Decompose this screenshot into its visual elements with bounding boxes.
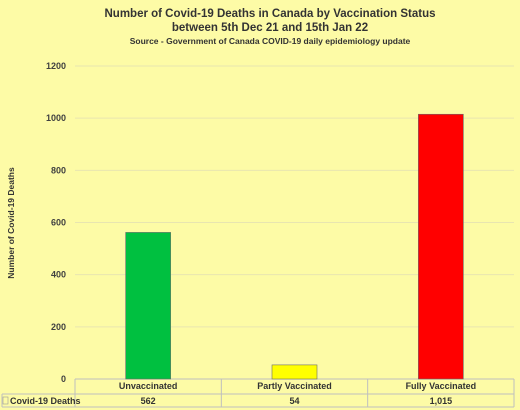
bar-unvaccinated [125, 232, 171, 380]
legend-key [2, 396, 9, 405]
category-label: Unvaccinated [119, 381, 178, 391]
chart-title: Number of Covid-19 Deaths in Canada by V… [104, 8, 435, 20]
series-name: Covid-19 Deaths [10, 396, 81, 406]
data-table-value: 562 [141, 396, 156, 406]
y-tick-label: 1200 [46, 61, 66, 71]
category-label: Partly Vaccinated [257, 381, 332, 391]
data-table-value: 54 [289, 396, 299, 406]
data-table-value: 1,015 [430, 396, 453, 406]
bar-fully-vaccinated [418, 113, 464, 380]
chart-subtitle: between 5th Dec 21 and 15th Jan 22 [172, 22, 368, 34]
y-tick-label: 400 [51, 270, 66, 280]
y-tick-label: 800 [51, 165, 66, 175]
bars [125, 113, 464, 380]
y-tick-label: 0 [61, 374, 66, 384]
data-table: Unvaccinated 562 Partly Vaccinated 54 Fully … [1, 379, 515, 408]
y-tick-label: 600 [51, 218, 66, 228]
y-axis-ticks: 0 200 400 600 800 1000 1200 [46, 61, 66, 384]
y-tick-label: 1000 [46, 113, 66, 123]
category-label: Fully Vaccinated [406, 381, 477, 391]
chart-source: Source - Government of Canada COVID-19 d… [130, 36, 411, 46]
y-axis-label: Number of Covid-19 Deaths [6, 167, 16, 279]
bar-partly-vaccinated [271, 364, 318, 380]
y-tick-label: 200 [51, 322, 66, 332]
